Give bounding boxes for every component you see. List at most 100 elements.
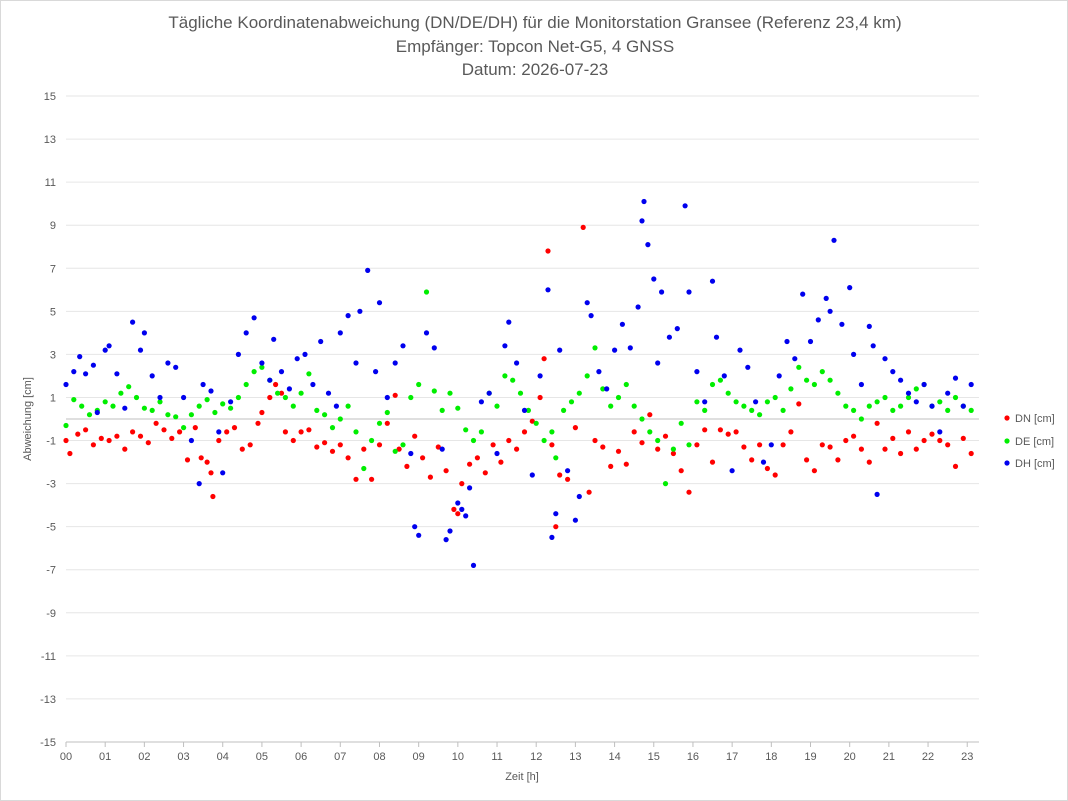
y-tick-label: 13 [44, 134, 56, 146]
data-point [686, 442, 692, 448]
data-point [98, 435, 104, 441]
data-point [345, 403, 351, 409]
x-tick-label: 09 [413, 751, 425, 763]
data-point [490, 442, 496, 448]
data-point [188, 437, 194, 444]
data-point [188, 412, 194, 418]
data-point [768, 442, 774, 448]
data-point [243, 330, 249, 336]
y-tick-label: 5 [50, 306, 56, 318]
data-point [114, 433, 120, 439]
data-point [467, 461, 473, 467]
data-point [960, 403, 966, 409]
series-de [63, 289, 974, 487]
data-point [592, 345, 598, 351]
data-point [510, 377, 516, 383]
data-point [298, 390, 304, 396]
data-point [788, 386, 794, 392]
data-point [384, 409, 390, 416]
data-point [267, 394, 273, 401]
data-point [960, 435, 966, 441]
data-point [137, 433, 144, 439]
y-tick-label: -1 [46, 436, 56, 448]
data-point [619, 321, 626, 327]
data-point [204, 397, 210, 403]
data-point [130, 319, 136, 325]
data-point [804, 377, 810, 383]
data-point [181, 394, 187, 401]
data-point [529, 472, 535, 478]
data-point [427, 474, 433, 480]
data-point [353, 429, 359, 435]
data-point [251, 315, 257, 321]
data-point [451, 506, 457, 512]
data-point [118, 390, 124, 396]
data-point [905, 390, 912, 396]
data-point [937, 437, 943, 444]
data-point [870, 343, 876, 349]
data-point [75, 431, 81, 437]
data-point [302, 351, 308, 357]
data-point [130, 429, 136, 435]
data-point [282, 394, 288, 401]
data-point [133, 394, 140, 401]
legend-entry: DE [cm] [1015, 436, 1054, 448]
x-tick-label: 01 [99, 751, 111, 763]
data-point [655, 437, 661, 444]
data-point [631, 429, 637, 435]
data-point [858, 416, 865, 422]
data-point [267, 377, 273, 383]
data-point [259, 364, 265, 370]
data-point [686, 289, 692, 295]
data-point [615, 394, 622, 401]
data-point [141, 405, 147, 411]
data-point [561, 407, 567, 413]
data-point [286, 386, 292, 392]
data-point [157, 394, 163, 401]
data-point [173, 414, 179, 420]
data-point [361, 446, 367, 452]
data-point [674, 326, 680, 332]
data-point [455, 511, 461, 517]
data-point [682, 203, 688, 209]
x-tick-label: 00 [60, 751, 72, 763]
data-point [835, 390, 841, 396]
data-point [110, 403, 116, 409]
data-point [412, 433, 418, 439]
data-point [608, 463, 614, 469]
data-point [549, 429, 555, 435]
data-point [318, 338, 324, 345]
legend-marker [1004, 438, 1010, 444]
data-point [760, 459, 767, 465]
x-tick-label: 03 [177, 751, 189, 763]
data-point [459, 481, 465, 487]
data-point [952, 463, 959, 469]
data-point [811, 468, 818, 474]
y-tick-label: 1 [50, 392, 56, 404]
data-point [952, 394, 959, 401]
data-point [545, 248, 551, 254]
data-point [709, 381, 716, 388]
data-point [553, 511, 559, 517]
legend: DN [cm] DE [cm] DH [cm] [1004, 413, 1055, 470]
data-point [913, 446, 919, 452]
data-point [576, 390, 582, 396]
data-point [827, 444, 833, 450]
data-point [126, 384, 132, 390]
data-point [392, 448, 398, 454]
data-point [235, 351, 241, 357]
x-tick-label: 04 [217, 751, 229, 763]
data-point [322, 440, 328, 446]
data-point [149, 407, 155, 413]
data-point [694, 442, 700, 448]
data-point [474, 455, 480, 461]
data-point [615, 448, 622, 454]
data-point [713, 334, 720, 340]
data-point [890, 435, 896, 441]
data-point [882, 356, 888, 362]
data-point [533, 420, 539, 426]
data-point [314, 444, 320, 450]
data-point [831, 237, 837, 243]
data-point [843, 403, 849, 409]
